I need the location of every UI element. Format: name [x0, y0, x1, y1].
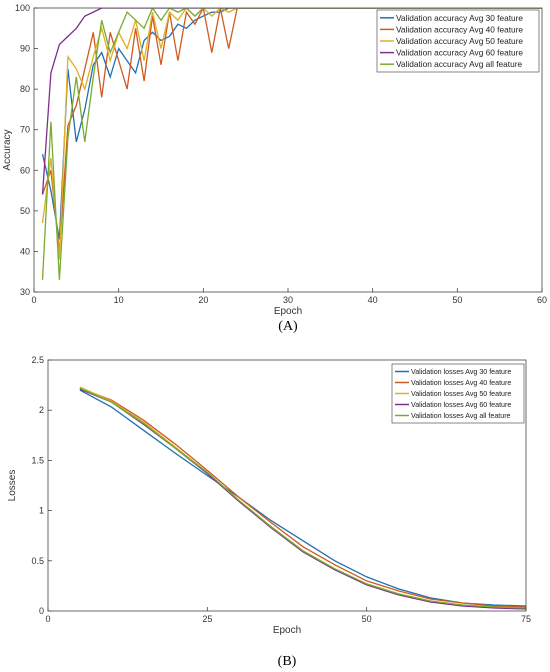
- legend-label-5: Validation losses Avg all feature: [411, 412, 511, 420]
- y-tick-label: 0.5: [31, 556, 44, 566]
- x-tick-label: 30: [283, 295, 293, 305]
- y-tick-label: 30: [20, 287, 30, 297]
- plot-frame: [47, 359, 527, 612]
- x-tick-label: 25: [202, 614, 212, 624]
- legend-label-2: Validation losses Avg 40 feature: [411, 379, 511, 387]
- panel-label: (B): [278, 654, 297, 669]
- x-tick-label: 50: [452, 295, 462, 305]
- legend-label-3: Validation accuracy Avg 50 feature: [396, 36, 523, 46]
- series-line-3: [41, 8, 542, 260]
- legend-label-1: Validation accuracy Avg 30 feature: [396, 13, 523, 23]
- x-tick-label: 0: [31, 295, 36, 305]
- y-tick-label: 50: [20, 206, 30, 216]
- y-tick-label: 2: [39, 405, 44, 415]
- series-line-5: [41, 8, 542, 280]
- series-line-5: [79, 387, 526, 609]
- y-tick-label: 1.5: [31, 455, 44, 465]
- y-tick-label: 90: [20, 44, 30, 54]
- x-tick-label: 60: [537, 295, 547, 305]
- chart-a: 0 10 20 30 40 50 60 30 40 50 60 70 80 90 100 Epoch Accur…: [2, 3, 547, 334]
- legend-label-1: Validation losses Avg 30 feature: [411, 368, 511, 376]
- legend-label-2: Validation accuracy Avg 40 feature: [396, 24, 523, 34]
- legend-box: [391, 363, 525, 424]
- y-tick-label: 40: [20, 246, 30, 256]
- x-axis-title: Epoch: [274, 306, 302, 317]
- panel-label: (A): [278, 319, 298, 334]
- chart-b: 0 25 50 75 0 0.5 1 1.5 2 2.5 Epoch Losses Validation…: [7, 355, 531, 669]
- series-line-4: [41, 8, 542, 195]
- x-axis-title: Epoch: [273, 625, 301, 636]
- legend-label-4: Validation losses Avg 60 feature: [411, 401, 511, 409]
- series-line-2: [79, 387, 526, 608]
- x-tick-label: 40: [368, 295, 378, 305]
- y-axis-title: Accuracy: [2, 129, 13, 170]
- y-axis-title: Losses: [7, 470, 18, 502]
- y-tick-label: 80: [20, 84, 30, 94]
- x-tick-label: 50: [362, 614, 372, 624]
- y-tick-label: 100: [15, 3, 30, 13]
- y-tick-label: 2.5: [31, 355, 44, 365]
- y-tick-label: 70: [20, 125, 30, 135]
- x-tick-label: 0: [45, 614, 50, 624]
- legend-label-3: Validation losses Avg 50 feature: [411, 390, 511, 398]
- y-tick-label: 1: [39, 506, 44, 516]
- x-tick-label: 10: [114, 295, 124, 305]
- series-group: [79, 386, 526, 610]
- series-group: [41, 8, 542, 280]
- legend-label-4: Validation accuracy Avg 60 feature: [396, 48, 523, 58]
- legend-label-5: Validation accuracy Avg all feature: [396, 59, 522, 69]
- y-tick-label: 0: [39, 606, 44, 616]
- legend: Validation losses Avg 30 feature Validati…: [391, 363, 525, 424]
- legend-box: [376, 9, 540, 73]
- legend: Validation accuracy Avg 30 featureValida…: [376, 9, 540, 73]
- x-tick-label: 75: [521, 614, 531, 624]
- y-tick-label: 60: [20, 165, 30, 175]
- x-tick-label: 20: [198, 295, 208, 305]
